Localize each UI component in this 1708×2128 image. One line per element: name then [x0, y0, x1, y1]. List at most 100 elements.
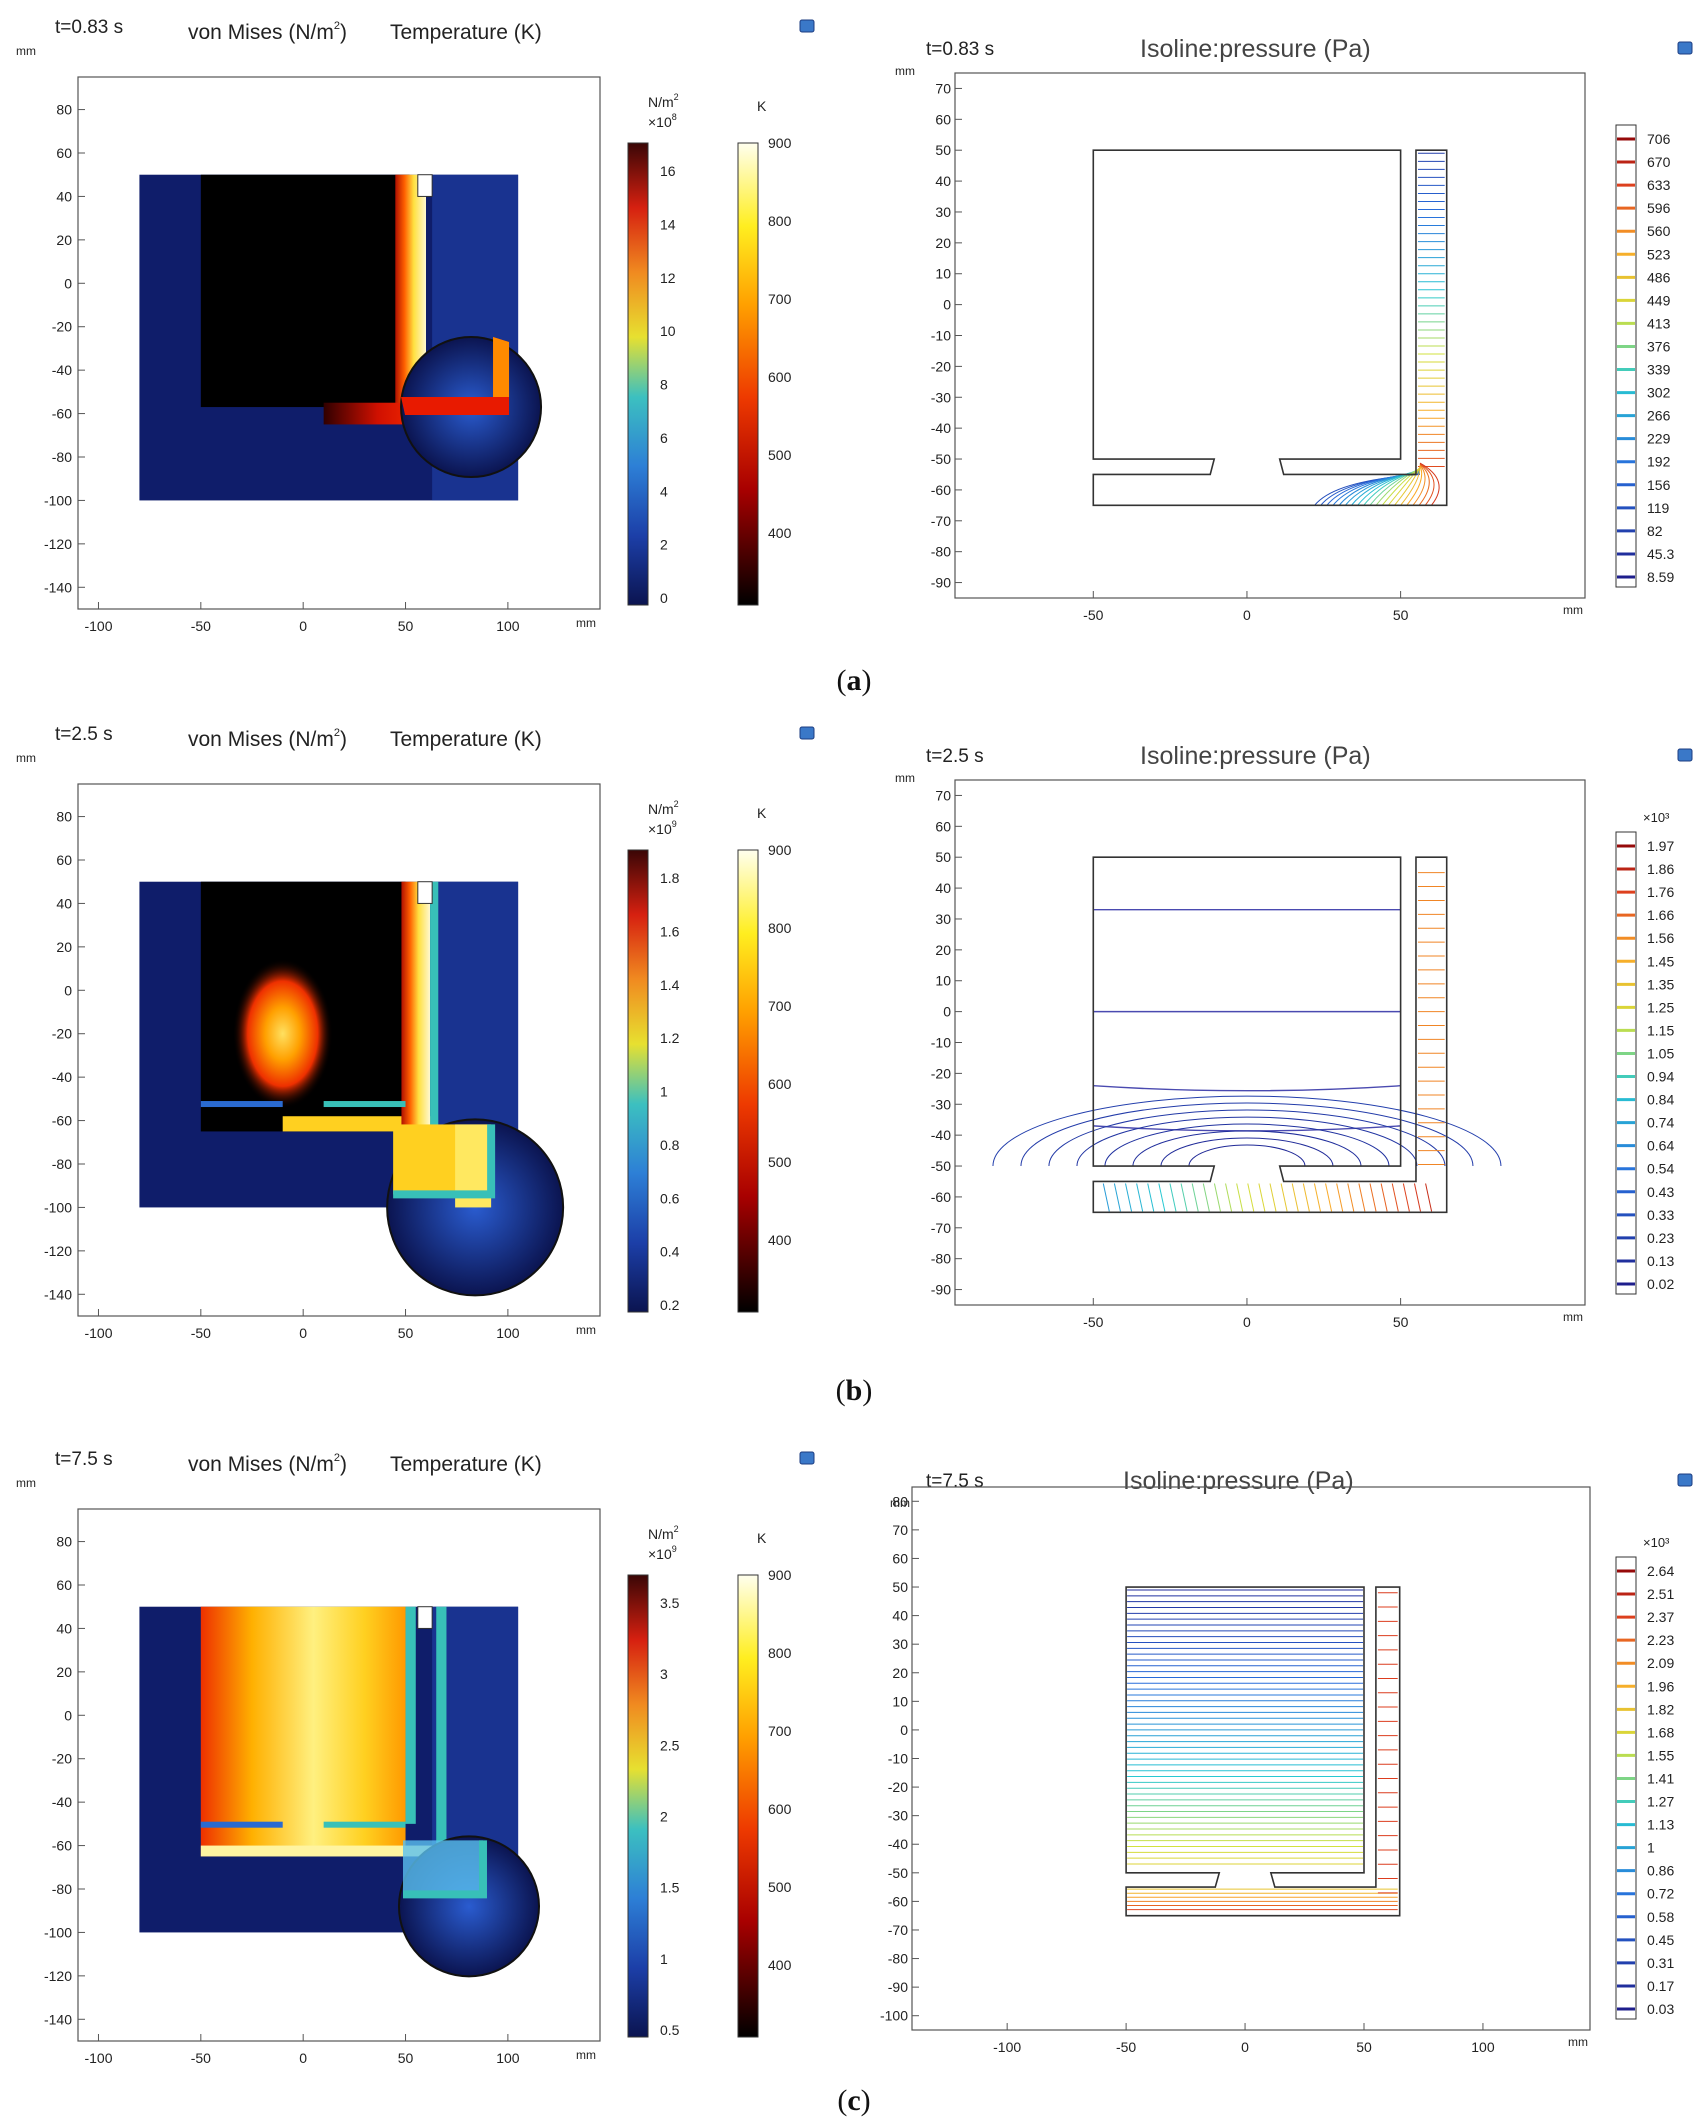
x-tick-label: 50	[1356, 2039, 1372, 2055]
stress-colorbar	[627, 1574, 649, 2038]
y-tick-label: -50	[931, 1158, 951, 1174]
stress-panel-b: t=2.5 s von Mises (N/m2) Temperature (K)mm…	[16, 724, 815, 1341]
level-label: 1.35	[1647, 976, 1674, 992]
x-tick-label: 0	[1243, 607, 1251, 623]
temperature-colorbar	[737, 1574, 759, 2038]
time-label: t=2.5 s	[55, 724, 113, 745]
stress-tick-label: 2.5	[660, 1737, 680, 1753]
isoline	[1104, 1123, 1390, 1167]
y-tick-label: 80	[56, 1534, 72, 1550]
temperature-tick-label: 500	[768, 1879, 792, 1895]
isoline	[1136, 1183, 1144, 1212]
y-tick-label: -40	[931, 420, 951, 436]
y-tick-label: -30	[931, 1096, 951, 1112]
level-label: 1	[1647, 1840, 1655, 1856]
x-tick-label: 0	[1241, 2039, 1249, 2055]
gate-right	[323, 1821, 406, 1828]
level-label: 633	[1647, 177, 1671, 193]
stress-tick-label: 8	[660, 377, 668, 393]
isoline	[1302, 1183, 1310, 1212]
stress-scale: ×109	[648, 1544, 677, 1562]
y-tick-label: -10	[931, 1035, 951, 1051]
plot-frame	[954, 779, 1586, 1306]
y-tick-label: 10	[935, 266, 951, 282]
level-label: 0.74	[1647, 1115, 1674, 1131]
isoline	[1188, 1144, 1306, 1167]
y-unit: mm	[16, 751, 36, 765]
y-tick-label: -80	[931, 1251, 951, 1267]
isoline	[1269, 1183, 1277, 1212]
y-tick-label: -60	[52, 1838, 72, 1854]
comsol-logo-icon	[1677, 41, 1693, 55]
x-tick-label: -50	[191, 1325, 211, 1341]
temperature-unit: K	[757, 805, 767, 821]
y-tick-label: -80	[52, 449, 72, 465]
caption-letter: b	[846, 1374, 863, 1407]
level-label: 2.37	[1647, 1609, 1674, 1625]
y-tick-label: -60	[52, 1113, 72, 1129]
vonmises-title-text: von Mises (N/m	[188, 21, 334, 44]
y-tick-label: -20	[52, 319, 72, 335]
temperature-tick-label: 900	[768, 135, 792, 151]
stress-tick-label: 3	[660, 1666, 668, 1682]
stress-scale-exp: 9	[672, 1544, 677, 1554]
isoline	[1400, 466, 1421, 506]
x-unit: mm	[576, 1323, 596, 1337]
y-tick-label: -40	[931, 1127, 951, 1143]
x-tick-label: 100	[496, 618, 520, 634]
stress-tick-label: 4	[660, 483, 668, 499]
y-tick-label: -80	[52, 1156, 72, 1172]
level-label: 523	[1647, 246, 1671, 262]
y-unit: mm	[895, 64, 915, 78]
stress-tick-label: 0.5	[660, 2022, 680, 2038]
y-tick-label: -140	[44, 579, 72, 595]
y-tick-label: 40	[935, 880, 951, 896]
riser-opening	[417, 174, 433, 197]
isoline	[1325, 1183, 1333, 1212]
y-tick-label: 10	[935, 973, 951, 989]
stress-tick-label: 10	[660, 323, 676, 339]
x-tick-label: 50	[398, 618, 414, 634]
level-label: 2.23	[1647, 1632, 1674, 1648]
y-tick-label: -140	[44, 2011, 72, 2027]
stress-tick-label: 2	[660, 1809, 668, 1825]
y-tick-label: -100	[880, 2008, 908, 2024]
y-tick-label: 30	[892, 1636, 908, 1652]
temperature-tick-label: 400	[768, 1957, 792, 1973]
caption-open: (	[836, 1374, 846, 1407]
isoline	[1158, 1183, 1166, 1212]
y-tick-label: -60	[931, 482, 951, 498]
stress-scale: ×109	[648, 819, 677, 837]
stress-scale-text: ×10	[648, 821, 672, 837]
isoline	[1020, 1102, 1474, 1167]
vonmises-title-text: von Mises (N/m	[188, 728, 334, 751]
temperature-colorbar	[737, 142, 759, 606]
y-tick-label: 70	[935, 787, 951, 803]
plot-frame	[911, 1486, 1591, 2031]
y-tick-label: 0	[900, 1722, 908, 1738]
temperature-tick-label: 800	[768, 1645, 792, 1661]
level-label: 1.45	[1647, 953, 1674, 969]
stress-tick-label: 1.5	[660, 1880, 680, 1896]
gate-left	[200, 1101, 283, 1108]
x-tick-label: -50	[1116, 2039, 1136, 2055]
y-tick-label: 0	[64, 1707, 72, 1723]
level-label: 0.13	[1647, 1253, 1674, 1269]
temperature-tick-label: 700	[768, 998, 792, 1014]
wall-hot	[401, 881, 431, 1132]
x-unit: mm	[1563, 1310, 1583, 1324]
level-label: 0.02	[1647, 1276, 1674, 1292]
level-label: 0.54	[1647, 1161, 1674, 1177]
stress-unit-sup: 2	[674, 92, 679, 102]
level-multiplier: ×10³	[1643, 810, 1670, 825]
y-unit: mm	[895, 771, 915, 785]
isoline	[1076, 1116, 1418, 1167]
x-tick-label: 50	[1393, 1314, 1409, 1330]
stress-tick-label: 3.5	[660, 1595, 680, 1611]
y-tick-label: 60	[56, 145, 72, 161]
panel-caption: (c)	[837, 2084, 870, 2117]
x-tick-label: -50	[191, 618, 211, 634]
y-tick-label: -30	[888, 1808, 908, 1824]
x-tick-label: -100	[84, 2050, 112, 2066]
comsol-logo-icon	[799, 1451, 815, 1465]
